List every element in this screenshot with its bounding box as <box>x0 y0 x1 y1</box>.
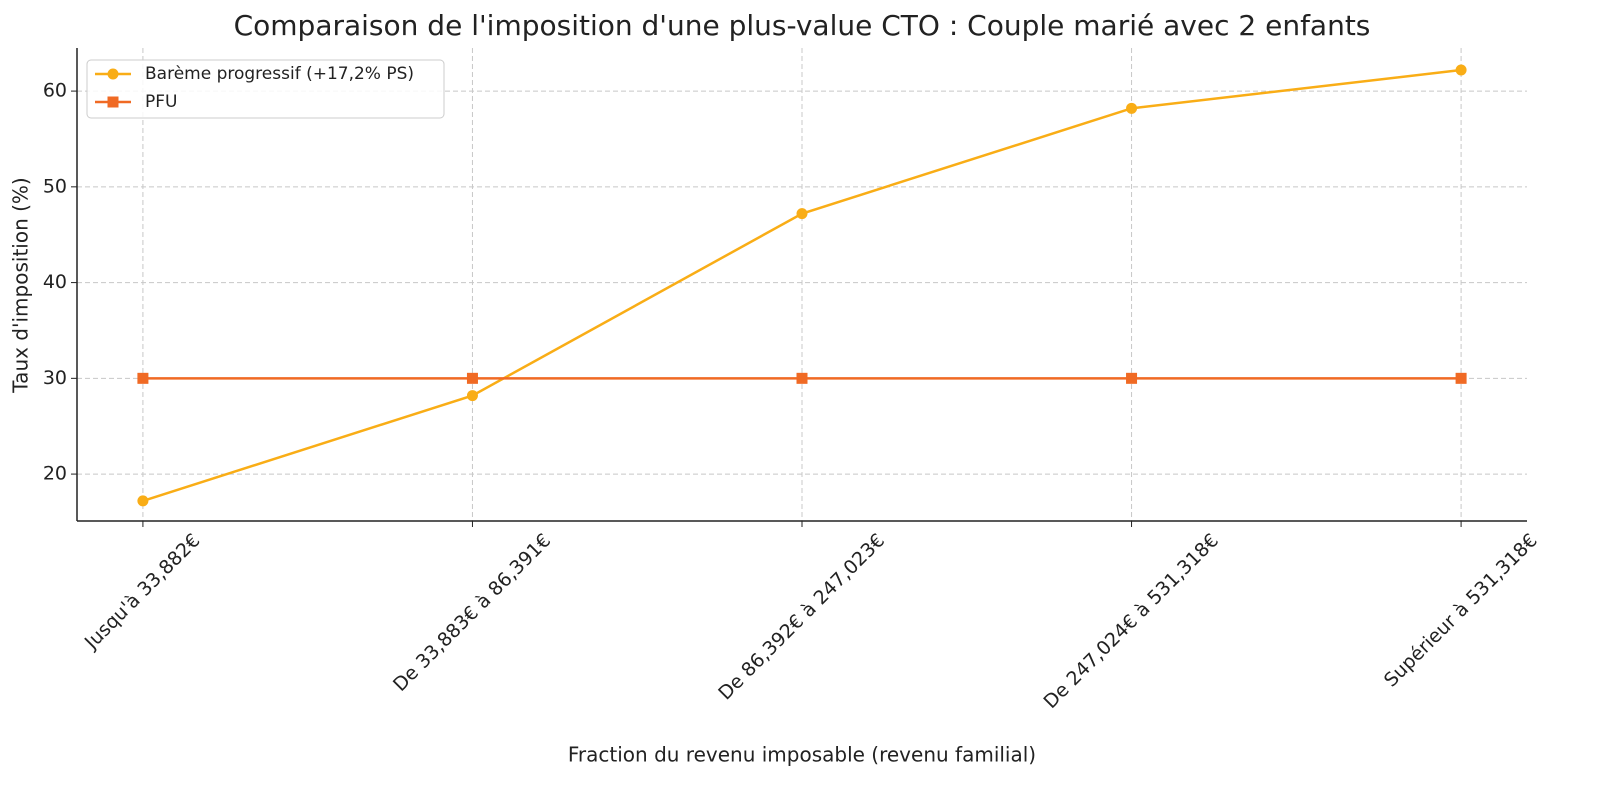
y-axis-label: Taux d'imposition (%) <box>9 177 33 393</box>
y-tick-label: 40 <box>43 271 67 293</box>
marker <box>137 372 149 384</box>
marker <box>1455 64 1467 76</box>
x-tick-label: De 86,392€ à 247,023€ <box>714 530 889 705</box>
marker <box>466 390 478 402</box>
y-tick-label: 50 <box>43 175 67 197</box>
y-tick-label: 30 <box>43 367 67 389</box>
marker <box>1126 372 1138 384</box>
x-axis-label: Fraction du revenu imposable (revenu fam… <box>568 743 1036 767</box>
y-tick-label: 20 <box>43 463 67 485</box>
marker <box>796 208 808 220</box>
chart-title: Comparaison de l'imposition d'une plus-v… <box>234 9 1371 42</box>
x-tick-label: Jusqu'à 33,882€ <box>80 530 205 655</box>
x-tick-label: Supérieur à 531,318€ <box>1380 530 1542 692</box>
marker <box>1126 102 1138 114</box>
marker <box>107 68 119 80</box>
marker <box>1455 372 1467 384</box>
marker <box>796 372 808 384</box>
legend-label: PFU <box>145 92 177 112</box>
marker <box>466 372 478 384</box>
marker <box>137 495 149 507</box>
marker <box>107 96 119 108</box>
x-tick-label: De 247,024€ à 531,318€ <box>1039 530 1222 713</box>
legend-label: Barème progressif (+17,2% PS) <box>145 64 414 84</box>
x-tick-label: De 33,883€ à 86,391€ <box>389 530 555 696</box>
legend-box <box>86 59 445 119</box>
y-tick-label: 60 <box>43 80 67 102</box>
